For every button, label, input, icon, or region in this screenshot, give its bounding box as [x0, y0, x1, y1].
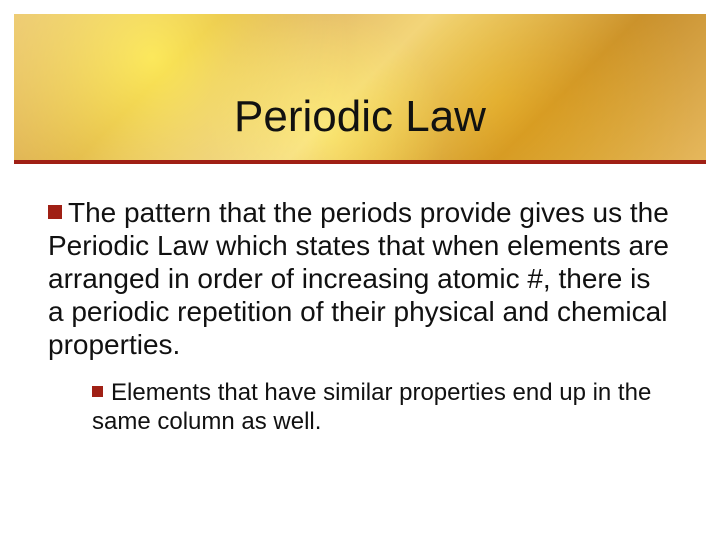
bullet-main-text: The pattern that the periods provide giv… [48, 197, 669, 360]
bullet-sub-text: Elements that have similar properties en… [92, 379, 651, 435]
slide-title: Periodic Law [0, 92, 720, 142]
bullet-sub: Elements that have similar properties en… [92, 379, 672, 437]
square-bullet-icon [48, 205, 62, 219]
slide-content: The pattern that the periods provide giv… [48, 196, 672, 437]
bullet-main: The pattern that the periods provide giv… [48, 196, 672, 361]
slide: Periodic Law The pattern that the period… [0, 0, 720, 540]
square-bullet-icon [92, 386, 103, 397]
